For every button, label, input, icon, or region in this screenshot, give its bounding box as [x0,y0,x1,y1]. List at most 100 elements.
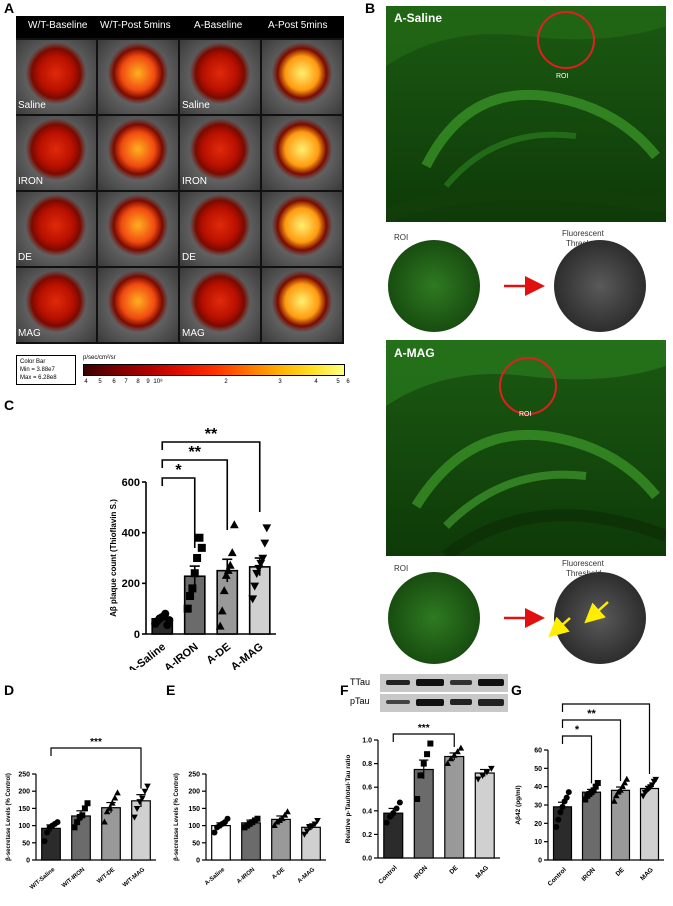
chart-c-plaque-count: 0 200 400 600 Aβ plaque count (Thioflavin S.… [109,426,276,670]
data-point [563,794,570,801]
data-point [248,595,258,604]
data-point [258,554,268,563]
imaging-cell [262,116,342,190]
data-point [652,776,660,783]
significance-label: ** [205,426,218,443]
data-point [447,755,455,762]
y-tick-label: 100 [18,823,30,830]
significance-bracket [561,719,622,782]
data-point [610,797,618,804]
data-point [594,780,601,786]
data-point [557,809,564,816]
data-point [450,751,458,758]
data-point [393,805,400,812]
color-bar-tick: 7 [124,379,128,385]
data-point [262,524,272,533]
imaging-cell: Saline [180,40,260,114]
row-label: MAG [18,328,41,339]
data-point [79,812,86,819]
data-point [276,816,283,823]
data-point [215,621,225,630]
panel-label-d: D [4,682,15,698]
data-point [281,811,289,818]
data-point [165,616,174,625]
x-tick-label: A-MAG [229,641,266,670]
color-bar: Color Bar Min = 3.88e7 Max = 6.28e8 p/se… [16,355,350,387]
data-point [223,565,233,574]
blot-strip-ttau [380,674,508,692]
data-point [474,776,482,783]
threshold-disc [554,572,646,664]
row-label: DE [18,252,32,263]
data-point [271,822,278,828]
data-point [617,786,624,793]
y-tick-label: 50 [192,840,200,847]
data-point [219,586,229,595]
imaging-grid: W/T-Baseline W/T-Post 5mins A-Baseline A… [16,16,344,344]
data-point [106,804,113,811]
imaging-cell: MAG [16,268,96,342]
color-bar-tick: 6 [346,379,350,385]
data-point [186,592,195,600]
y-axis-label: β-secretase Levels (% Control) [174,773,180,861]
imaging-cell [262,40,342,114]
data-point [183,604,192,613]
data-point [54,819,61,826]
significance-label: * [175,462,182,479]
x-tick-label: IRON [413,864,430,881]
data-point [444,760,451,766]
significance-label: *** [418,723,430,734]
data-point [390,810,397,817]
chart-e-bsecretase-a: 0 50 100 150 200 250 β-secretase Levels (% Con… [174,771,326,887]
x-tick-label: W/T-IRON [61,867,86,889]
data-point [254,815,261,822]
chart-d-bsecretase-wt: 0 50 100 150 200 250 β-secretase Levels (% Con… [6,737,156,892]
bar [444,755,465,859]
x-tick-label: W/T-MAG [122,867,147,889]
data-point [559,803,566,810]
x-tick-label: W/T-DE [96,867,116,885]
y-axis-label: β-secretase Levels (% Control) [6,773,12,861]
data-point [197,543,206,552]
y-tick-label: 250 [188,771,200,778]
bar [101,807,121,861]
panel-label-g: G [511,682,522,698]
data-point [273,818,281,825]
panel-label-e: E [166,682,176,698]
y-tick-label: 30 [534,802,542,809]
x-tick-label: IRON [580,866,597,883]
data-point [84,800,91,807]
saline-tissue-image [386,6,666,223]
y-tick-label: 40 [534,784,542,791]
data-point [133,806,141,812]
bar [474,772,495,859]
y-tick-label: 50 [534,766,542,773]
data-point [488,765,495,772]
data-point [144,783,151,790]
y-axis-label: Aβ42 (pg/ml) [515,785,522,824]
x-tick-label: A-IRON [162,641,200,670]
row-label: Saline [18,100,46,111]
panel-label-a: A [4,0,15,16]
column-header: W/T-Post 5mins [100,20,171,31]
data-point [420,760,427,767]
bar [413,768,434,859]
y-tick-label: 1.0 [362,737,372,744]
imaging-cell: IRON [180,116,260,190]
data-point [74,819,81,826]
imaging-cell [262,268,342,342]
x-tick-label: W/T-Saline [29,867,57,892]
data-point [424,751,431,758]
mag-title: A-MAG [394,346,435,360]
data-point [383,819,390,826]
data-point [227,548,237,557]
y-tick-label: 0 [196,857,200,864]
data-point [311,821,319,828]
imaging-cell: MAG [180,268,260,342]
data-point [279,815,286,822]
data-point [114,789,121,796]
imaging-cell: DE [180,192,260,266]
x-tick-label: Control [377,864,398,885]
significance-bracket [561,703,651,774]
y-tick-label: 0 [538,857,542,864]
